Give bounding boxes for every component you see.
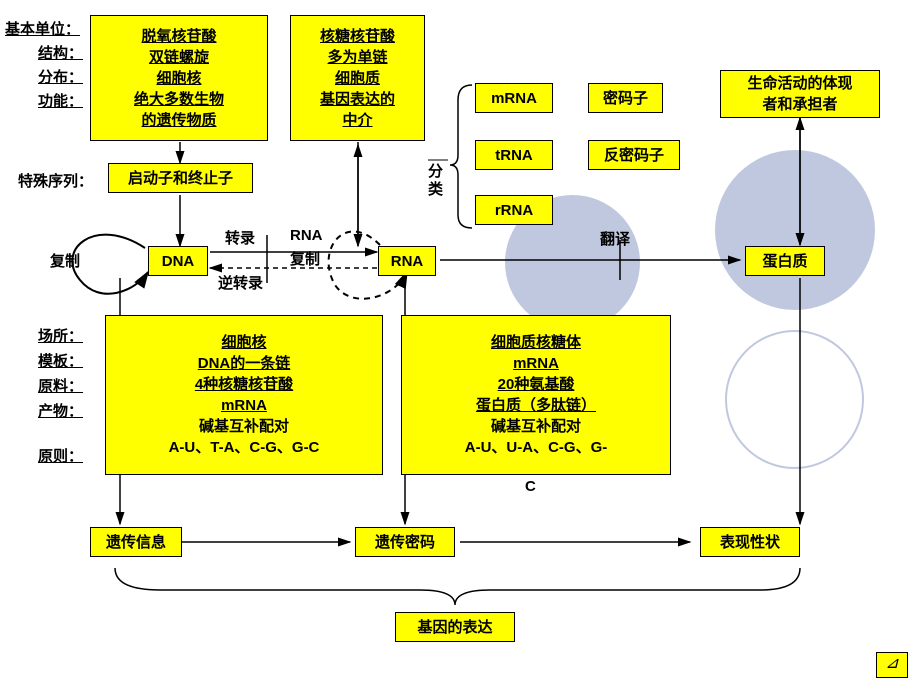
transcription-box: 细胞核 DNA的一条链 4种核糖核苷酸 mRNA 碱基互补配对 A-U、T-A、…: [105, 315, 383, 475]
label-replicate: 复制: [50, 250, 80, 271]
gene-expr-box: 基因的表达: [395, 612, 515, 642]
genetic-info-box: 遗传信息: [90, 527, 182, 557]
translation-box: 细胞质核糖体 mRNA 20种氨基酸 蛋白质（多肽链） 碱基互补配对 A-U、U…: [401, 315, 671, 475]
label-template: 模板：: [38, 350, 83, 371]
mrna-box: mRNA: [475, 83, 553, 113]
label-dist: 分布：: [38, 66, 83, 87]
anticodon-box: 反密码子: [588, 140, 680, 170]
label-raw: 原料：: [38, 375, 83, 396]
corner-mark: ⊿: [876, 652, 908, 678]
rrna-box: rRNA: [475, 195, 553, 225]
dna-box: DNA: [148, 246, 208, 276]
label-rule: 原则：: [38, 445, 83, 466]
dna-info-box: 脱氧核苷酸 双链螺旋 细胞核 绝大多数生物 的遗传物质: [90, 15, 268, 141]
rna-info-box: 核糖核苷酸 多为单链 细胞质 基因表达的 中介: [290, 15, 425, 141]
rna-box: RNA: [378, 246, 436, 276]
trait-box: 表现性状: [700, 527, 800, 557]
label-product: 产物：: [38, 400, 83, 421]
trna-box: tRNA: [475, 140, 553, 170]
protein-role-box: 生命活动的体现 者和承担者: [720, 70, 880, 118]
label-unit: 基本单位：: [5, 18, 80, 39]
label-transcribe: 转录: [225, 227, 255, 248]
label-rna-rep: RNA: [290, 227, 323, 244]
label-reverse: 逆转录: [218, 272, 263, 293]
label-special: 特殊序列：: [18, 170, 93, 191]
bg-circle-2: [715, 150, 875, 310]
bg-circle-3: [725, 330, 864, 469]
promoter-box: 启动子和终止子: [108, 163, 253, 193]
label-struct: 结构：: [38, 42, 83, 63]
label-place: 场所：: [38, 325, 83, 346]
translation-l6b: C: [525, 478, 536, 495]
label-translate: 翻译: [600, 228, 630, 249]
label-rna-rep2: 复制: [290, 248, 320, 269]
label-func: 功能：: [38, 90, 83, 111]
protein-box: 蛋白质: [745, 246, 825, 276]
genetic-code-box: 遗传密码: [355, 527, 455, 557]
label-classify: 分类: [428, 163, 443, 199]
codon-box: 密码子: [588, 83, 663, 113]
